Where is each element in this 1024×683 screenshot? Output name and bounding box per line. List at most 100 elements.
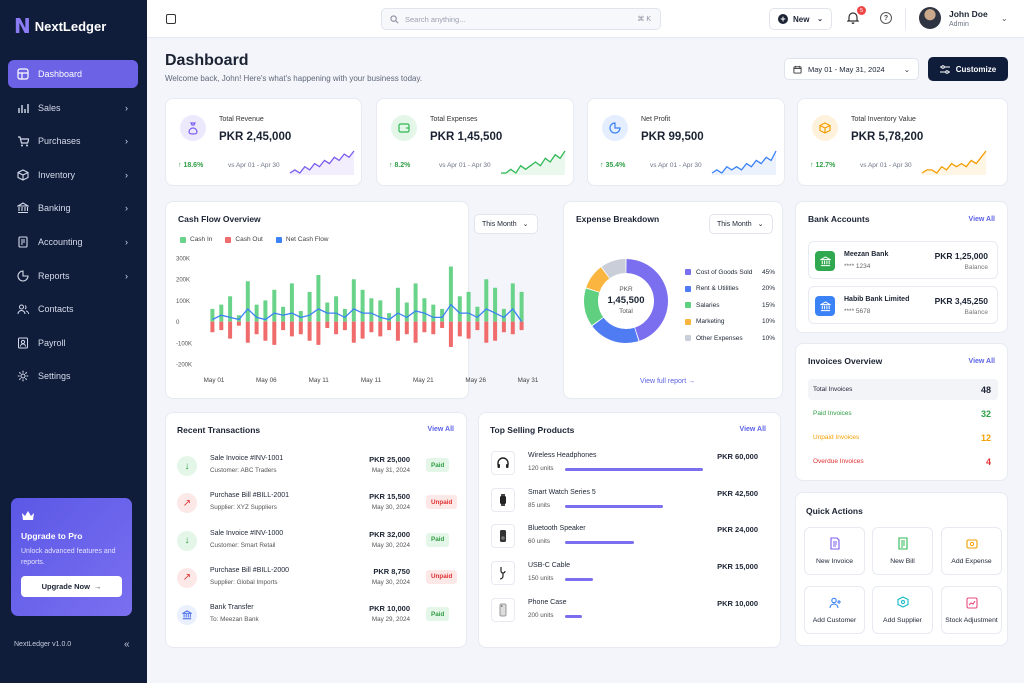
sidebar-item-settings[interactable]: Settings: [8, 362, 138, 390]
bar-cash-in: [440, 308, 445, 322]
quick-action-add-supplier[interactable]: Add Supplier: [872, 586, 933, 634]
help-icon[interactable]: ?: [880, 12, 892, 24]
quick-action-new-invoice[interactable]: New Invoice: [804, 527, 865, 575]
bar-cash-out: [298, 321, 303, 335]
sidebar-item-dashboard[interactable]: Dashboard: [8, 60, 138, 88]
customize-button[interactable]: Customize: [928, 57, 1008, 81]
kpi-comparison: vs Apr 01 - Apr 30: [650, 162, 702, 169]
speaker-icon: [491, 524, 515, 549]
expense-percent: 10%: [761, 334, 775, 342]
product-row[interactable]: Bluetooth Speaker 60 units PKR 24,000: [490, 522, 768, 552]
bar-cash-in: [448, 266, 453, 322]
sidebar-item-accounting[interactable]: Accounting ›: [8, 228, 138, 256]
bank-account-item[interactable]: Meezan Bank **** 1234 PKR 1,25,000 Balance: [808, 241, 998, 279]
product-row[interactable]: Wireless Headphones 120 units PKR 60,000: [490, 449, 768, 479]
bank-account-item[interactable]: Habib Bank Limited **** 5678 PKR 3,45,250 B…: [808, 286, 998, 324]
bar-cash-out: [475, 321, 480, 331]
legend-cash-out: Cash Out: [225, 236, 263, 243]
sidebar-item-inventory[interactable]: Inventory ›: [8, 161, 138, 189]
bar-cash-in: [219, 304, 224, 322]
donut-slice: [584, 288, 604, 326]
bar-cash-in: [254, 304, 259, 322]
expense-category: Salaries: [696, 301, 720, 309]
brand-logo[interactable]: N NextLedger: [14, 14, 106, 38]
transactions-view-all-link[interactable]: View All: [427, 426, 454, 433]
chevron-right-icon: ›: [125, 203, 128, 214]
kpi-card-total-revenue[interactable]: Total Revenue PKR 2,45,000 ↑ 18.6% vs Apr 0…: [165, 98, 362, 186]
bar-cash-in: [519, 291, 524, 322]
search-input[interactable]: Search anything... ⌘ K: [381, 8, 661, 30]
chevron-down-icon: ⌄: [757, 221, 764, 228]
products-view-all-link[interactable]: View All: [739, 426, 766, 433]
cash-flow-period-select[interactable]: This Month ⌄: [474, 214, 538, 234]
product-row[interactable]: USB-C Cable 150 units PKR 15,000: [490, 559, 768, 589]
upgrade-desc: Unlock advanced features and reports.: [21, 548, 116, 566]
transaction-row[interactable]: ↗ Purchase Bill #BILL-2000 Supplier: Globa…: [177, 564, 458, 601]
kpi-change: ↑ 12.7%: [810, 162, 836, 169]
invoice-row-total-invoices[interactable]: Total Invoices 48: [808, 379, 998, 400]
transaction-amount: PKR 8,750: [373, 566, 410, 576]
wallet-icon: [391, 115, 417, 141]
kpi-label: Total Revenue: [219, 116, 264, 123]
arrow-up-right-icon: ↗: [177, 493, 197, 514]
invoice-row-unpaid-invoices[interactable]: Unpaid Invoices 12: [808, 427, 998, 448]
user-name: John Doe: [949, 9, 988, 19]
quick-action-label: New Invoice: [815, 558, 854, 565]
transaction-amount: PKR 25,000: [369, 455, 410, 464]
sidebar-item-payroll[interactable]: Payroll: [8, 329, 138, 357]
product-units: 60 units: [528, 538, 551, 546]
product-share-bar: [565, 614, 582, 618]
bar-cash-in: [378, 300, 383, 322]
bank-view-all-link[interactable]: View All: [968, 216, 995, 223]
arrow-down-icon: ↓: [177, 456, 197, 476]
quick-action-new-bill[interactable]: New Bill: [872, 527, 933, 575]
sidebar-item-sales[interactable]: Sales ›: [8, 94, 138, 122]
transaction-row[interactable]: ↗ Purchase Bill #BILL-2001 Supplier: XYZ S…: [177, 489, 458, 526]
transaction-row[interactable]: Bank Transfer To: Meezan Bank PKR 10,000 Ma…: [177, 601, 457, 638]
collapse-sidebar-icon[interactable]: «: [124, 639, 130, 650]
expense-period-select[interactable]: This Month ⌄: [709, 214, 773, 234]
bar-cash-in: [272, 289, 277, 322]
kpi-card-total-expenses[interactable]: Total Expenses PKR 1,45,500 ↑ 8.2% vs Apr 0…: [376, 98, 574, 186]
sidebar-toggle-icon[interactable]: [166, 14, 176, 24]
cash-flow-card: Cash Flow Overview This Month ⌄ Cash In …: [165, 201, 539, 399]
new-button[interactable]: + New ⌄: [769, 8, 832, 30]
kpi-card-total-inventory-value[interactable]: Total Inventory Value PKR 5,78,200 ↑ 12.7%…: [797, 98, 1008, 186]
bar-cash-in: [289, 283, 294, 322]
invoices-view-all-link[interactable]: View All: [968, 358, 995, 365]
invoice-row-overdue-invoices[interactable]: Overdue Invoices 4: [808, 451, 998, 472]
notifications-button[interactable]: 5: [846, 6, 866, 26]
transaction-title: Bank Transfer: [210, 604, 254, 612]
bar-cash-in: [501, 308, 506, 322]
product-share-bar: [565, 468, 703, 471]
quick-action-add-expense[interactable]: Add Expense: [941, 527, 1002, 575]
users-icon: [17, 303, 29, 315]
product-row[interactable]: Phone Case 200 units PKR 10,000: [490, 596, 768, 626]
user-menu-chevron-icon[interactable]: ⌄: [1001, 14, 1008, 23]
expense-percent: 45%: [761, 268, 775, 276]
product-row[interactable]: Smart Watch Series 5 85 units PKR 42,500: [490, 486, 768, 516]
sidebar-item-contacts[interactable]: Contacts: [8, 295, 138, 323]
quick-action-stock-adjustment[interactable]: Stock Adjustment: [941, 586, 1002, 634]
upgrade-card: Upgrade to Pro Unlock advanced features …: [11, 498, 132, 616]
view-full-report-link[interactable]: View full report →: [640, 378, 696, 385]
upgrade-now-button[interactable]: Upgrade Now →: [21, 576, 122, 597]
bar-cash-out: [519, 321, 524, 331]
sidebar-item-banking[interactable]: Banking ›: [8, 194, 138, 222]
transaction-row[interactable]: ↓ Sale Invoice #INV-1000 Customer: Smart R…: [177, 527, 457, 564]
date-range-picker[interactable]: May 01 - May 31, 2024 ⌄: [784, 58, 919, 80]
bar-cash-out: [395, 321, 400, 341]
quick-action-add-customer[interactable]: Add Customer: [804, 586, 865, 634]
bar-cash-in: [493, 287, 498, 322]
sidebar-item-purchases[interactable]: Purchases ›: [8, 127, 138, 155]
legend-swatch: [685, 302, 691, 309]
avatar[interactable]: [919, 7, 941, 29]
donut-slice: [626, 259, 668, 341]
sidebar-item-reports[interactable]: Reports ›: [8, 262, 138, 290]
transaction-row[interactable]: ↓ Sale Invoice #INV-1001 Customer: ABC Tra…: [177, 452, 457, 489]
kpi-change: ↑ 18.6%: [178, 162, 204, 169]
bar-chart-icon: [17, 102, 29, 114]
kpi-card-net-profit[interactable]: Net Profit PKR 99,500 ↑ 35.4% vs Apr 01 - A…: [587, 98, 785, 186]
bar-cash-out: [440, 321, 445, 328]
invoice-row-paid-invoices[interactable]: Paid Invoices 32: [808, 403, 998, 424]
